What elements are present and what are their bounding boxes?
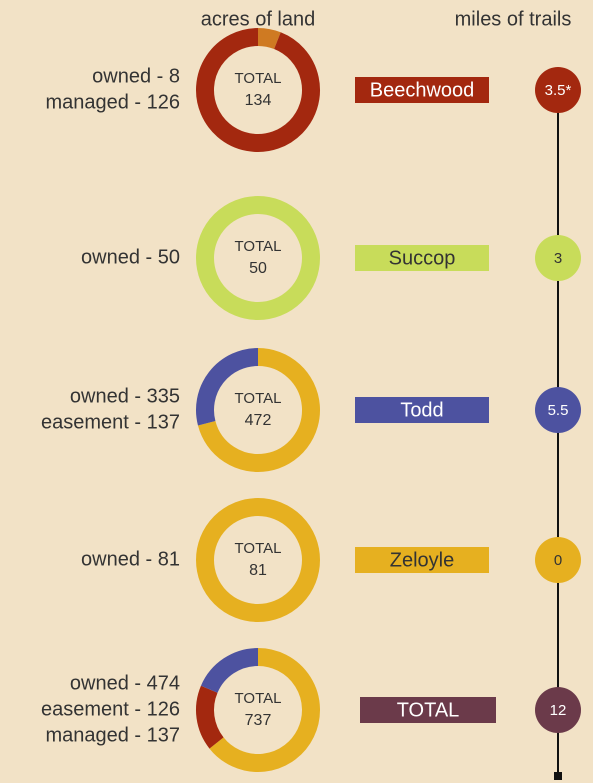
total-value: 50 bbox=[249, 260, 267, 277]
trail-marker bbox=[535, 537, 581, 583]
total-value: 737 bbox=[245, 712, 272, 729]
total-value: 134 bbox=[245, 92, 272, 109]
donut-segment bbox=[196, 685, 224, 749]
trail-marker bbox=[535, 67, 581, 113]
total-label: TOTAL bbox=[235, 390, 282, 407]
trail-value: 3 bbox=[554, 250, 562, 267]
trail-line-end bbox=[554, 772, 562, 780]
donut-segment bbox=[209, 648, 320, 772]
header-trails: miles of trails bbox=[455, 8, 572, 30]
total-label: TOTAL bbox=[235, 690, 282, 707]
total-value: 472 bbox=[245, 412, 272, 429]
segment-label: owned - 81 bbox=[81, 548, 180, 570]
name-box bbox=[360, 697, 496, 723]
donut-segment bbox=[257, 28, 281, 50]
trail-value: 12 bbox=[550, 702, 567, 719]
segment-label: owned - 474 bbox=[70, 672, 180, 694]
trail-value: 0 bbox=[554, 552, 562, 569]
name-label: TOTAL bbox=[397, 699, 460, 721]
segment-label: owned - 8 bbox=[92, 65, 180, 87]
segment-label: owned - 335 bbox=[70, 385, 180, 407]
name-label: Todd bbox=[400, 399, 443, 421]
name-box bbox=[355, 245, 489, 271]
trail-value: 5.5 bbox=[548, 402, 569, 419]
donut-segment bbox=[196, 498, 320, 622]
segment-label: owned - 50 bbox=[81, 246, 180, 268]
name-label: Zeloyle bbox=[390, 549, 454, 571]
name-box bbox=[355, 397, 489, 423]
segment-label: easement - 126 bbox=[41, 698, 180, 720]
trail-value: 3.5* bbox=[545, 82, 572, 99]
name-label: Beechwood bbox=[370, 79, 475, 101]
donut-segment bbox=[196, 348, 259, 426]
donut-segment bbox=[196, 28, 320, 152]
header-acres: acres of land bbox=[201, 8, 316, 30]
trail-marker bbox=[535, 235, 581, 281]
donut-segment bbox=[196, 196, 320, 320]
segment-label: managed - 126 bbox=[45, 91, 180, 113]
donut-segment bbox=[197, 348, 320, 472]
segment-label: easement - 137 bbox=[41, 411, 180, 433]
total-label: TOTAL bbox=[235, 70, 282, 87]
name-box bbox=[355, 547, 489, 573]
name-label: Succop bbox=[389, 247, 456, 269]
total-label: TOTAL bbox=[235, 540, 282, 557]
donut-segment bbox=[200, 648, 259, 694]
segment-label: managed - 137 bbox=[45, 724, 180, 746]
name-box bbox=[355, 77, 489, 103]
total-value: 81 bbox=[249, 562, 267, 579]
total-label: TOTAL bbox=[235, 238, 282, 255]
trail-marker bbox=[535, 387, 581, 433]
trail-marker bbox=[535, 687, 581, 733]
